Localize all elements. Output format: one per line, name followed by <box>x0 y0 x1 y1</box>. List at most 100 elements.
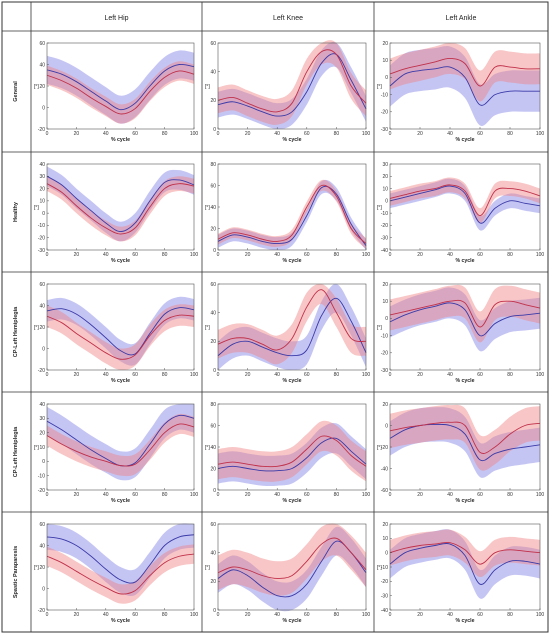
row-header: CP-Left Hemiplegia <box>13 426 19 477</box>
red-mean-line <box>389 421 541 454</box>
plot-panel: 0 20 40 60 80 100 -30 -20 -10 0 10 20 % cycle [°] <box>377 41 544 143</box>
blue-sd-band <box>47 166 194 242</box>
y-axis-label: [°] <box>34 445 39 451</box>
y-tick-label: 0 <box>385 550 388 556</box>
y-axis-label: [°] <box>205 84 210 90</box>
y-axis-label: [°] <box>205 565 210 571</box>
x-axis-label: % cycle <box>111 137 130 143</box>
x-tick-label: 100 <box>362 131 371 137</box>
red-sd-band <box>47 176 194 242</box>
y-tick-label: 20 <box>210 466 216 472</box>
x-tick-label: 100 <box>190 612 199 618</box>
y-tick-label: 20 <box>210 339 216 345</box>
y-tick-label: 40 <box>39 303 45 309</box>
x-tick-label: 40 <box>103 372 109 378</box>
y-tick-label: 30 <box>382 162 388 168</box>
y-tick-label: 30 <box>39 416 45 422</box>
plot-panel: 0 20 40 60 80 100 -40 -30 -20 -10 0 10 20 % cycle [°] <box>377 522 544 624</box>
y-tick-label: 10 <box>382 299 388 305</box>
y-axis-label: [°] <box>377 565 382 571</box>
x-tick-label: 100 <box>362 252 371 258</box>
y-tick-label: 20 <box>382 282 388 288</box>
x-tick-label: 40 <box>103 131 109 137</box>
x-tick-label: 20 <box>417 492 423 498</box>
red-sd-band <box>218 523 366 596</box>
y-tick-label: 0 <box>385 423 388 429</box>
y-tick-label: 20 <box>39 430 45 436</box>
y-tick-label: -10 <box>381 565 388 571</box>
x-tick-label: 80 <box>162 252 168 258</box>
x-tick-label: 60 <box>304 372 310 378</box>
row-header: CP-Left Hemiplegia <box>13 306 19 357</box>
y-tick-label: -20 <box>381 579 388 585</box>
x-tick-label: 20 <box>245 131 251 137</box>
x-tick-label: 100 <box>536 612 545 618</box>
x-tick-label: 40 <box>274 612 280 618</box>
y-tick-label: 0 <box>42 586 45 592</box>
red-sd-band <box>390 529 540 578</box>
blue-sd-band <box>390 46 540 127</box>
x-tick-label: 0 <box>217 372 220 378</box>
blue-mean-line <box>389 185 541 224</box>
y-axis-label: [°] <box>377 325 382 331</box>
red-mean-line <box>389 299 541 328</box>
y-tick-label: 20 <box>382 174 388 180</box>
x-tick-label: 60 <box>304 131 310 137</box>
y-tick-label: 10 <box>39 199 45 205</box>
blue-sd-band <box>390 287 540 352</box>
x-tick-label: 60 <box>477 612 483 618</box>
red-sd-band <box>218 40 366 125</box>
red-sd-band <box>47 413 194 477</box>
blue-mean-line <box>46 534 195 584</box>
red-mean-line <box>46 423 195 467</box>
y-tick-label: 10 <box>382 58 388 64</box>
y-tick-label: 80 <box>210 162 216 168</box>
x-tick-label: 60 <box>132 612 138 618</box>
y-tick-label: 0 <box>385 75 388 81</box>
y-tick-label: 40 <box>39 162 45 168</box>
x-tick-label: 80 <box>162 131 168 137</box>
y-tick-label: 0 <box>42 459 45 465</box>
y-axis-label: [°] <box>205 325 210 331</box>
x-axis-label: % cycle <box>282 137 301 143</box>
plot-panel: 0 20 40 60 80 100 -40 -30 -20 -10 0 10 20 30 % cycle [°… <box>377 162 544 264</box>
x-tick-label: 20 <box>74 131 80 137</box>
x-tick-label: 20 <box>417 612 423 618</box>
y-tick-label: 20 <box>382 402 388 408</box>
x-tick-label: 100 <box>362 372 371 378</box>
row-header: Healthy <box>13 201 19 222</box>
y-tick-label: 0 <box>385 199 388 205</box>
x-axis-label: % cycle <box>111 378 130 384</box>
x-tick-label: 40 <box>447 252 453 258</box>
red-sd-band <box>390 284 540 343</box>
red-mean-line <box>217 435 367 468</box>
x-tick-label: 100 <box>536 372 545 378</box>
x-tick-label: 20 <box>417 372 423 378</box>
x-tick-label: 40 <box>274 492 280 498</box>
y-tick-label: 10 <box>39 445 45 451</box>
y-tick-label: 10 <box>382 186 388 192</box>
x-tick-label: 20 <box>245 612 251 618</box>
x-tick-label: 80 <box>507 131 513 137</box>
blue-mean-line <box>217 185 367 246</box>
y-tick-label: 40 <box>210 69 216 75</box>
y-tick-label: -20 <box>381 351 388 357</box>
x-tick-label: 20 <box>74 252 80 258</box>
x-tick-label: 60 <box>304 252 310 258</box>
red-mean-line <box>217 289 367 351</box>
y-tick-label: 10 <box>382 536 388 542</box>
x-axis-label: % cycle <box>282 378 301 384</box>
y-tick-label: 20 <box>210 226 216 232</box>
x-tick-label: 60 <box>304 612 310 618</box>
y-tick-label: -30 <box>38 248 45 254</box>
x-tick-label: 20 <box>417 131 423 137</box>
y-tick-label: 0 <box>213 127 216 133</box>
blue-mean-line <box>389 302 541 337</box>
y-tick-label: 60 <box>210 282 216 288</box>
x-tick-label: 60 <box>132 252 138 258</box>
